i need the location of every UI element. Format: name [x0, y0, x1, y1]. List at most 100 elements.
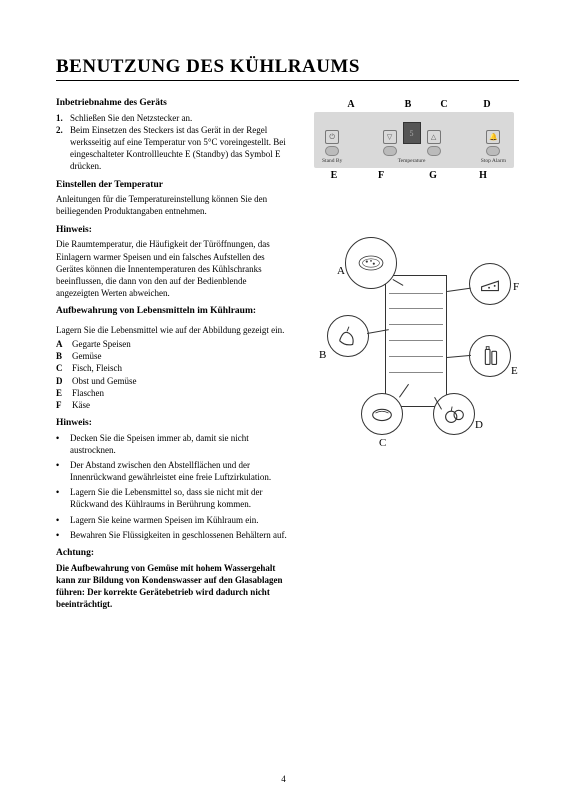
label-letter: A [56, 338, 66, 350]
shelf-line [389, 308, 443, 309]
panel-group-temperature: ▽ 5 △ Temperature [383, 122, 441, 164]
callout-label: F [513, 281, 519, 293]
vegetables-icon [334, 322, 362, 350]
fridge-illustration: A B C D E F [309, 219, 519, 449]
bullet-icon: • [56, 459, 64, 483]
panel-letter: D [460, 99, 514, 110]
label-text: Gegarte Speisen [72, 338, 131, 350]
cheese-icon [476, 270, 504, 298]
storage-labels: A Gegarte Speisen B Gemüse CFisch, Fleisch… [56, 338, 291, 411]
panel-top-letters: A B C D [314, 99, 514, 110]
panel-label: Stop Alarm [481, 158, 506, 164]
bullet-icon: • [56, 529, 64, 541]
panel-letter: H [458, 170, 514, 181]
standby-icon: ⏻ [325, 130, 339, 144]
panel-label: Stand By [322, 158, 342, 164]
bullet-text: Bewahren Sie Flüssigkeiten in geschlosse… [70, 529, 287, 541]
hint1-text: Die Raumtemperatur, die Häufigkeit der T… [56, 238, 291, 299]
temp-up-icon: △ [427, 130, 441, 144]
list-item: •Lagern Sie die Lebensmittel so, dass si… [56, 486, 291, 510]
label-text: Flaschen [72, 387, 104, 399]
bullet-text: Der Abstand zwischen den Abstellflächen … [70, 459, 291, 483]
label-line: F Käse [56, 399, 291, 411]
panel-letter: E [314, 170, 354, 181]
label-letter: F [56, 399, 66, 411]
callout-cooked-food [345, 237, 397, 289]
list-text: Beim Einsetzen des Steckers ist das Gerä… [70, 124, 291, 173]
bullet-text: Decken Sie die Speisen immer ab, damit s… [70, 432, 291, 456]
meat-icon [368, 400, 396, 428]
callout-label: E [511, 365, 518, 377]
label-line: CFisch, Fleisch [56, 362, 291, 374]
list-text: Schließen Sie den Netzstecker an. [70, 112, 192, 124]
list-num: 2. [56, 124, 66, 173]
fridge-body [385, 275, 447, 407]
temp-up-button-icon [427, 146, 441, 156]
hint2-list: •Decken Sie die Speisen immer ab, damit … [56, 432, 291, 541]
bullet-text: Lagern Sie die Lebensmittel so, dass sie… [70, 486, 291, 510]
shelf-line [389, 372, 443, 373]
shelf-line [389, 340, 443, 341]
page-number: 4 [0, 774, 567, 784]
shelf-line [389, 356, 443, 357]
pizza-icon [357, 249, 385, 277]
label-letter: B [56, 350, 66, 362]
bullet-icon: • [56, 432, 64, 456]
panel-group-standby: ⏻ Stand By [322, 130, 342, 164]
heading-temp: Einstellen der Temperatur [56, 179, 291, 192]
panel-letter: F [354, 170, 408, 181]
callout-cheese [469, 263, 511, 305]
label-text: Käse [72, 399, 90, 411]
temp-display: 5 [403, 122, 421, 144]
temp-down-button-icon [383, 146, 397, 156]
heading-hint2: Hinweis: [56, 417, 291, 430]
fruit-icon [440, 400, 468, 428]
bullet-icon: • [56, 486, 64, 510]
shelf-line [389, 324, 443, 325]
content-area: Inbetriebnahme des Geräts 1. Schließen S… [56, 97, 519, 612]
control-panel: ⏻ Stand By ▽ 5 △ Temperature [314, 112, 514, 168]
bullet-icon: • [56, 514, 64, 526]
temp-down-icon: ▽ [383, 130, 397, 144]
label-letter: E [56, 387, 66, 399]
label-text: Gemüse [72, 350, 102, 362]
heading-startup: Inbetriebnahme des Geräts [56, 97, 291, 110]
callout-label: C [379, 437, 386, 449]
list-item: • Lagern Sie keine warmen Speisen im Kühl… [56, 514, 291, 526]
panel-letter: C [428, 99, 460, 110]
standby-button-icon [325, 146, 339, 156]
label-line: B Gemüse [56, 350, 291, 362]
list-item: 2. Beim Einsetzen des Steckers ist das G… [56, 124, 291, 173]
panel-label: Temperature [398, 158, 426, 164]
leader-line [447, 355, 471, 358]
callout-vegetables [327, 315, 369, 357]
list-item: •Decken Sie die Speisen immer ab, damit … [56, 432, 291, 456]
alarm-icon: 🔔 [486, 130, 500, 144]
label-text: Obst und Gemüse [72, 375, 137, 387]
list-item: •Der Abstand zwischen den Abstellflächen… [56, 459, 291, 483]
right-column: A B C D ⏻ Stand By ▽ 5 △ [309, 97, 519, 612]
title-rule [56, 80, 519, 81]
panel-btn-row [383, 146, 441, 156]
callout-label: A [337, 265, 345, 277]
bullet-text: Lagern Sie keine warmen Speisen im Kühlr… [70, 514, 258, 526]
label-letter: C [56, 362, 66, 374]
panel-letter: G [408, 170, 458, 181]
heading-storage: Aufbewahrung von Lebensmitteln im Kühlra… [56, 305, 291, 318]
storage-intro: Lagern Sie die Lebensmittel wie auf der … [56, 324, 291, 336]
panel-letter: B [388, 99, 428, 110]
callout-label: B [319, 349, 326, 361]
caution-text: Die Aufbewahrung von Gemüse mit hohem Wa… [56, 562, 291, 611]
leader-line [447, 288, 471, 292]
panel-bottom-letters: E F G H [314, 170, 514, 181]
panel-letter: A [314, 99, 388, 110]
page-title: BENUTZUNG DES KÜHLRAUMS [56, 56, 519, 78]
list-item: • Bewahren Sie Flüssigkeiten in geschloss… [56, 529, 291, 541]
left-column: Inbetriebnahme des Geräts 1. Schließen S… [56, 97, 291, 612]
callout-fruit-veg [433, 393, 475, 435]
startup-list: 1. Schließen Sie den Netzstecker an. 2. … [56, 112, 291, 173]
label-line: A Gegarte Speisen [56, 338, 291, 350]
list-num: 1. [56, 112, 66, 124]
temp-text: Anleitungen für die Temperatureinstellun… [56, 193, 291, 217]
panel-group-alarm: 🔔 Stop Alarm [481, 130, 506, 164]
